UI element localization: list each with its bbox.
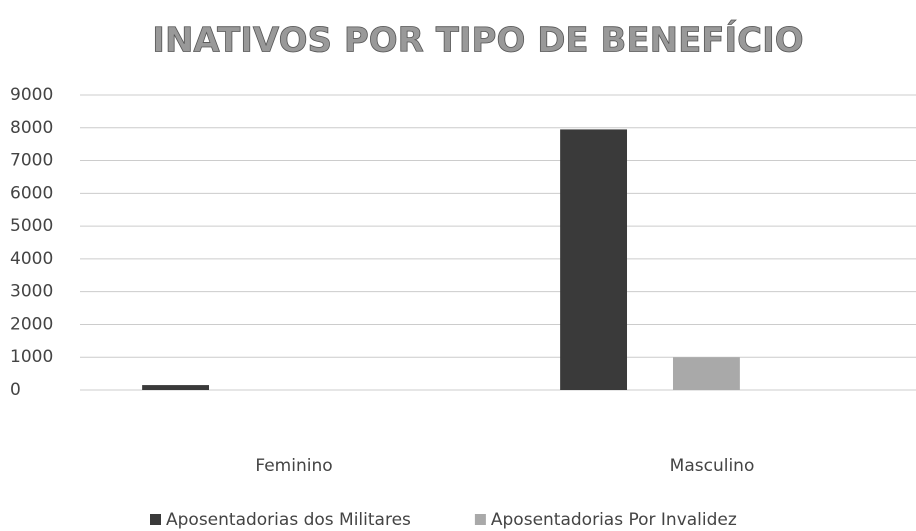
- chart-title: INATIVOS POR TIPO DE BENEFÍCIO: [152, 20, 803, 61]
- legend-swatch: [150, 514, 161, 525]
- x-tick-label: Masculino: [670, 456, 755, 476]
- bar: [672, 357, 740, 390]
- y-tick-label: 3000: [10, 282, 53, 302]
- y-tick-label: 8000: [10, 118, 53, 138]
- legend-swatch: [474, 514, 486, 525]
- x-tick-label: Feminino: [255, 456, 332, 476]
- bar: [142, 385, 210, 390]
- y-tick-label: 0: [10, 380, 21, 400]
- y-tick-label: 9000: [10, 85, 53, 105]
- legend-label: Aposentadorias dos Militares: [166, 510, 411, 530]
- y-tick-label: 6000: [10, 183, 53, 203]
- y-tick-label: 2000: [10, 314, 53, 334]
- y-tick-label: 4000: [10, 249, 53, 269]
- y-tick-label: 1000: [10, 347, 53, 367]
- y-tick-label: 7000: [10, 151, 53, 171]
- y-tick-label: 5000: [10, 216, 53, 236]
- bar: [560, 129, 628, 390]
- legend-label: Aposentadorias Por Invalidez: [491, 510, 737, 530]
